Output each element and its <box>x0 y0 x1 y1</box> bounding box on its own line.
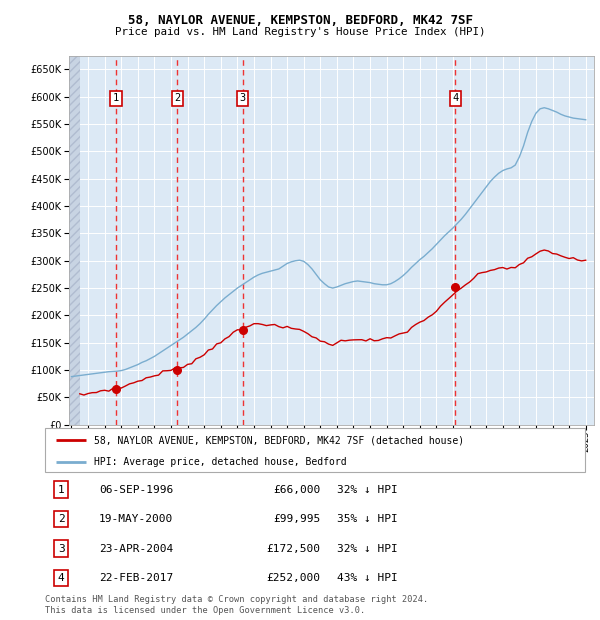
Text: HPI: Average price, detached house, Bedford: HPI: Average price, detached house, Bedf… <box>94 457 346 467</box>
Text: 23-APR-2004: 23-APR-2004 <box>99 544 173 554</box>
Text: £99,995: £99,995 <box>273 514 320 524</box>
Text: 43% ↓ HPI: 43% ↓ HPI <box>337 573 397 583</box>
Text: 4: 4 <box>452 93 458 103</box>
Text: 58, NAYLOR AVENUE, KEMPSTON, BEDFORD, MK42 7SF: 58, NAYLOR AVENUE, KEMPSTON, BEDFORD, MK… <box>128 14 473 27</box>
Text: 3: 3 <box>58 544 65 554</box>
Text: 19-MAY-2000: 19-MAY-2000 <box>99 514 173 524</box>
Text: 22-FEB-2017: 22-FEB-2017 <box>99 573 173 583</box>
Text: 2: 2 <box>174 93 181 103</box>
Text: 06-SEP-1996: 06-SEP-1996 <box>99 485 173 495</box>
Text: Contains HM Land Registry data © Crown copyright and database right 2024.
This d: Contains HM Land Registry data © Crown c… <box>45 595 428 614</box>
Text: Price paid vs. HM Land Registry's House Price Index (HPI): Price paid vs. HM Land Registry's House … <box>115 27 485 37</box>
Bar <box>69 56 80 425</box>
Text: £66,000: £66,000 <box>273 485 320 495</box>
Text: 32% ↓ HPI: 32% ↓ HPI <box>337 485 397 495</box>
Text: 2: 2 <box>58 514 65 524</box>
Text: 1: 1 <box>113 93 119 103</box>
Text: 58, NAYLOR AVENUE, KEMPSTON, BEDFORD, MK42 7SF (detached house): 58, NAYLOR AVENUE, KEMPSTON, BEDFORD, MK… <box>94 435 464 445</box>
Text: £172,500: £172,500 <box>266 544 320 554</box>
Text: 1: 1 <box>58 485 65 495</box>
Text: 32% ↓ HPI: 32% ↓ HPI <box>337 544 397 554</box>
Text: 3: 3 <box>239 93 245 103</box>
Text: £252,000: £252,000 <box>266 573 320 583</box>
Text: 35% ↓ HPI: 35% ↓ HPI <box>337 514 397 524</box>
Text: 4: 4 <box>58 573 65 583</box>
